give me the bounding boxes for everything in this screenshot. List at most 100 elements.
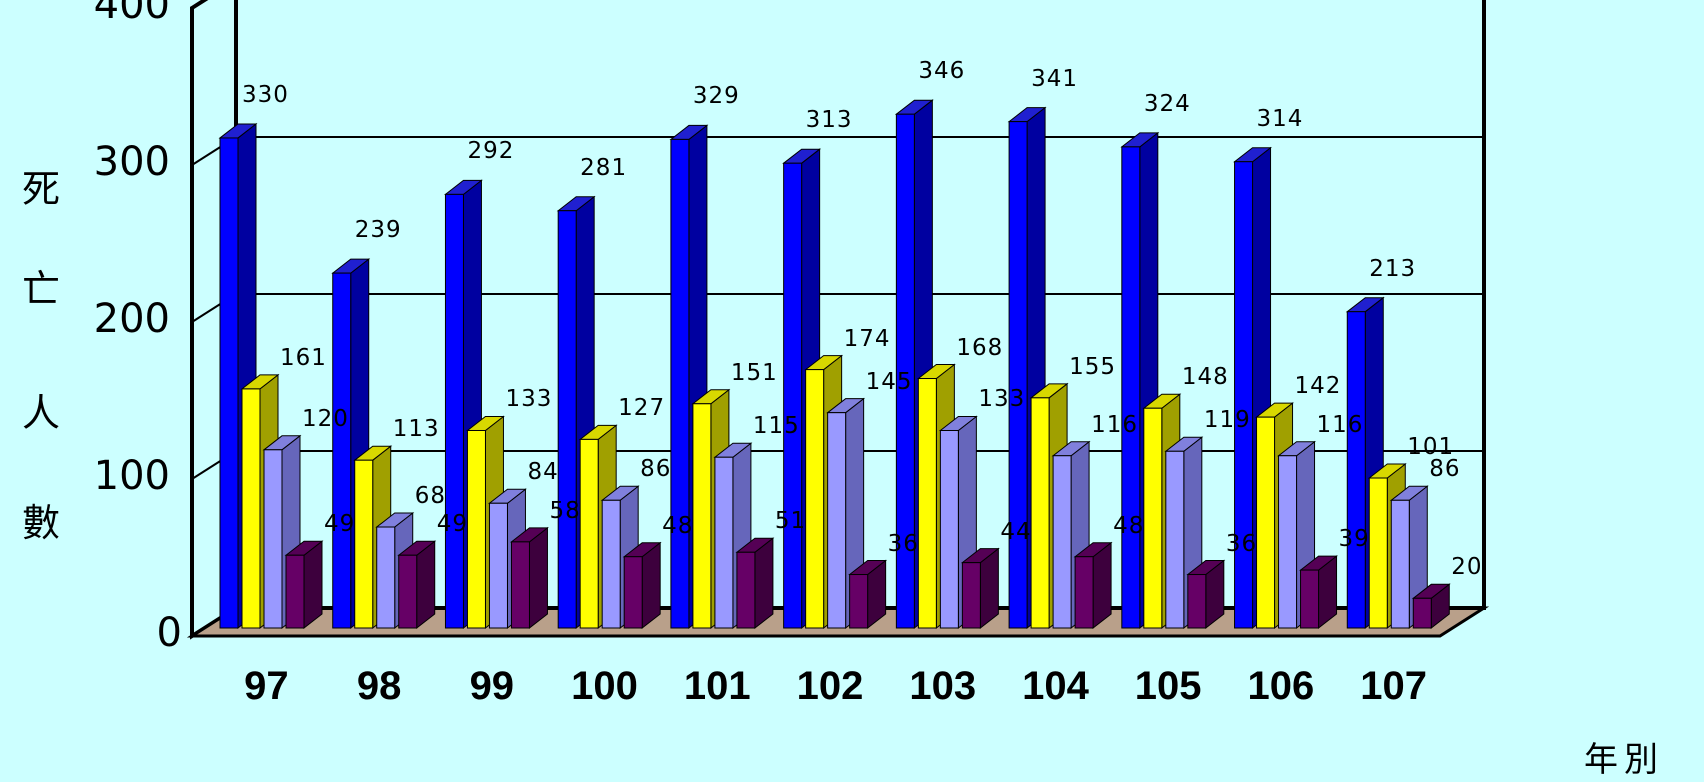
bar [670,138,690,629]
data-label: 330 [242,81,289,108]
bar [376,526,396,629]
data-label: 168 [956,334,1004,361]
y-tick-label: 300 [93,139,170,185]
x-tick-label: 106 [1247,664,1315,708]
data-label: 151 [730,359,778,386]
bar [714,456,734,629]
data-label: 113 [392,416,440,443]
data-label: 49 [324,511,356,538]
bar [398,554,418,629]
bar-side [303,540,323,630]
data-label: 20 [1451,554,1483,581]
data-label: 239 [354,217,402,244]
bar [895,113,915,629]
bar [1368,477,1388,629]
bar [1256,416,1276,629]
bar [241,388,261,629]
bar [488,502,508,629]
bar [332,272,352,629]
data-label: 142 [1294,373,1342,400]
bar [783,162,803,629]
data-label: 116 [1316,411,1364,438]
bar [579,438,599,629]
y-tick-label: 400 [93,0,170,28]
data-label: 292 [467,138,515,165]
data-label: 36 [1225,530,1258,557]
data-label: 86 [640,456,672,483]
data-label: 281 [580,154,628,181]
data-label: 161 [280,344,327,371]
bar [1052,455,1072,629]
x-tick-label: 97 [244,664,289,708]
data-label: 313 [805,107,853,134]
data-label: 84 [527,459,559,486]
bar [623,556,643,629]
bar [692,403,712,629]
data-label: 341 [1031,65,1078,92]
data-label: 86 [1429,456,1461,483]
bar-side [416,540,436,630]
bar [1008,121,1028,629]
data-label: 115 [752,413,800,440]
data-label: 127 [618,395,666,422]
x-tick-label: 102 [796,664,864,708]
data-label: 51 [774,508,807,535]
bar [444,193,464,629]
data-label: 120 [302,405,349,432]
bar [557,210,577,629]
data-label: 346 [918,58,966,85]
bar [466,429,486,629]
x-tick-label: 107 [1360,664,1427,708]
bar [219,137,239,629]
bar [1390,499,1410,629]
y-axis-label-char-2: 亡 [22,267,61,311]
y-tick-label: 200 [93,296,170,342]
bar [1121,146,1141,629]
bar [354,459,374,629]
x-tick-label: 100 [571,664,638,708]
y-axis-label-char-1: 死 [22,167,61,211]
bar [1187,574,1207,629]
bar [849,574,869,629]
bar [1300,569,1320,629]
x-tick-label: 105 [1134,664,1202,708]
y-axis-label-char-4: 數 [22,501,61,545]
data-label: 48 [662,512,694,539]
bar [939,429,959,629]
data-label: 324 [1143,90,1191,117]
data-label: 329 [692,83,740,110]
bar [1030,397,1050,629]
data-label: 148 [1181,364,1229,391]
x-tick-label: 99 [469,664,515,708]
data-label: 213 [1369,255,1417,282]
y-tick-label: 100 [93,453,170,499]
x-tick-label: 101 [683,664,751,708]
data-label: 49 [436,511,468,538]
bar [263,449,283,629]
x-tick-label: 103 [909,664,977,708]
data-label: 133 [505,386,553,413]
bar [1278,455,1298,629]
bar [736,551,756,629]
bar [285,554,305,629]
bar [805,369,825,629]
data-label: 48 [1113,512,1145,539]
x-tick-label: 104 [1022,664,1089,708]
data-label: 155 [1069,353,1116,380]
x-axis-label: 年別 [1584,740,1664,780]
data-label: 58 [549,497,581,524]
y-tick-label: 0 [156,610,182,656]
bar [1165,450,1185,629]
bar [1234,161,1254,629]
bar [827,412,847,629]
bar [1143,407,1163,629]
bar [961,562,981,629]
data-label: 174 [843,325,891,352]
y-axis-label-char-3: 人 [22,391,61,435]
data-label: 44 [1000,518,1032,545]
bar [917,378,937,629]
bar-side [754,537,774,630]
bar-side [641,541,661,630]
